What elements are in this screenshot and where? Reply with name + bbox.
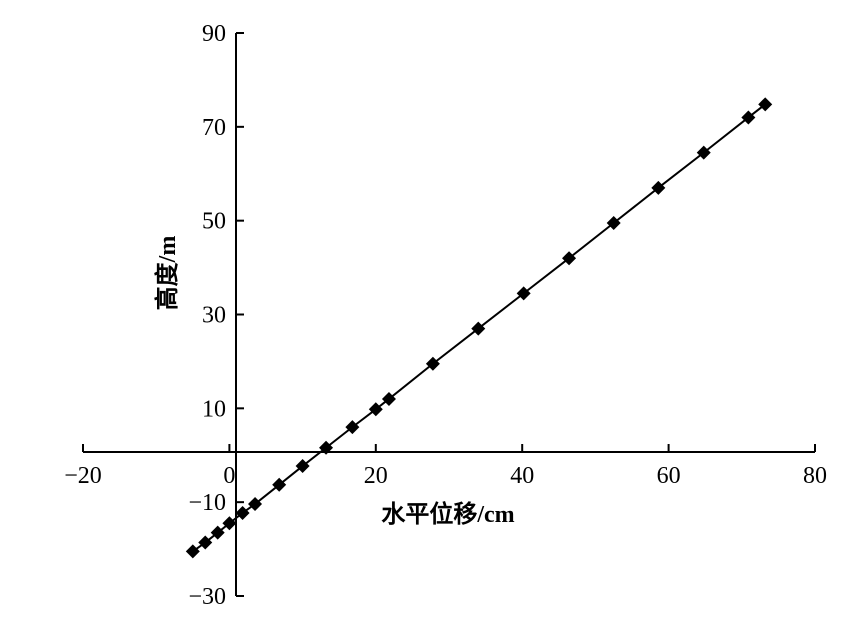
y-ticks: −30 −10 10 30 50 70 90	[188, 21, 244, 610]
data-point	[210, 525, 225, 540]
data-point	[198, 535, 213, 550]
x-tick-label: −20	[64, 463, 102, 489]
data-point	[651, 180, 666, 195]
data-point	[185, 544, 200, 559]
data-point	[471, 321, 486, 336]
data-point	[345, 420, 360, 435]
data-point	[368, 402, 383, 417]
y-tick-label: 90	[202, 21, 226, 47]
y-tick-label: 10	[202, 396, 226, 422]
x-ticks: −20 0 20 40 60 80	[64, 444, 827, 489]
data-point	[606, 216, 621, 231]
data-point	[758, 97, 773, 112]
data-point	[516, 286, 531, 301]
y-axis-title: 高度/m	[153, 236, 181, 311]
y-tick-label: −10	[188, 490, 226, 516]
data-point	[272, 477, 287, 492]
data-point	[248, 497, 263, 512]
data-point	[235, 505, 250, 520]
y-tick-label: 50	[202, 209, 226, 235]
data-point	[425, 356, 440, 371]
x-tick-label: 40	[510, 463, 534, 489]
data-point	[381, 391, 396, 406]
y-tick-label: 70	[202, 115, 226, 141]
x-axis-title: 水平位移/cm	[381, 500, 514, 528]
data-point	[295, 459, 310, 474]
data-point	[319, 440, 334, 455]
data-point	[222, 516, 237, 531]
x-tick-label: 0	[223, 463, 235, 489]
y-tick-label: 30	[202, 303, 226, 329]
data-point	[562, 251, 577, 266]
series-layer	[185, 97, 773, 559]
x-tick-label: 60	[657, 463, 681, 489]
x-tick-label: 20	[364, 463, 388, 489]
x-tick-label: 80	[803, 463, 827, 489]
data-point	[696, 145, 711, 160]
data-point	[741, 110, 756, 125]
y-tick-label: −30	[188, 584, 226, 610]
